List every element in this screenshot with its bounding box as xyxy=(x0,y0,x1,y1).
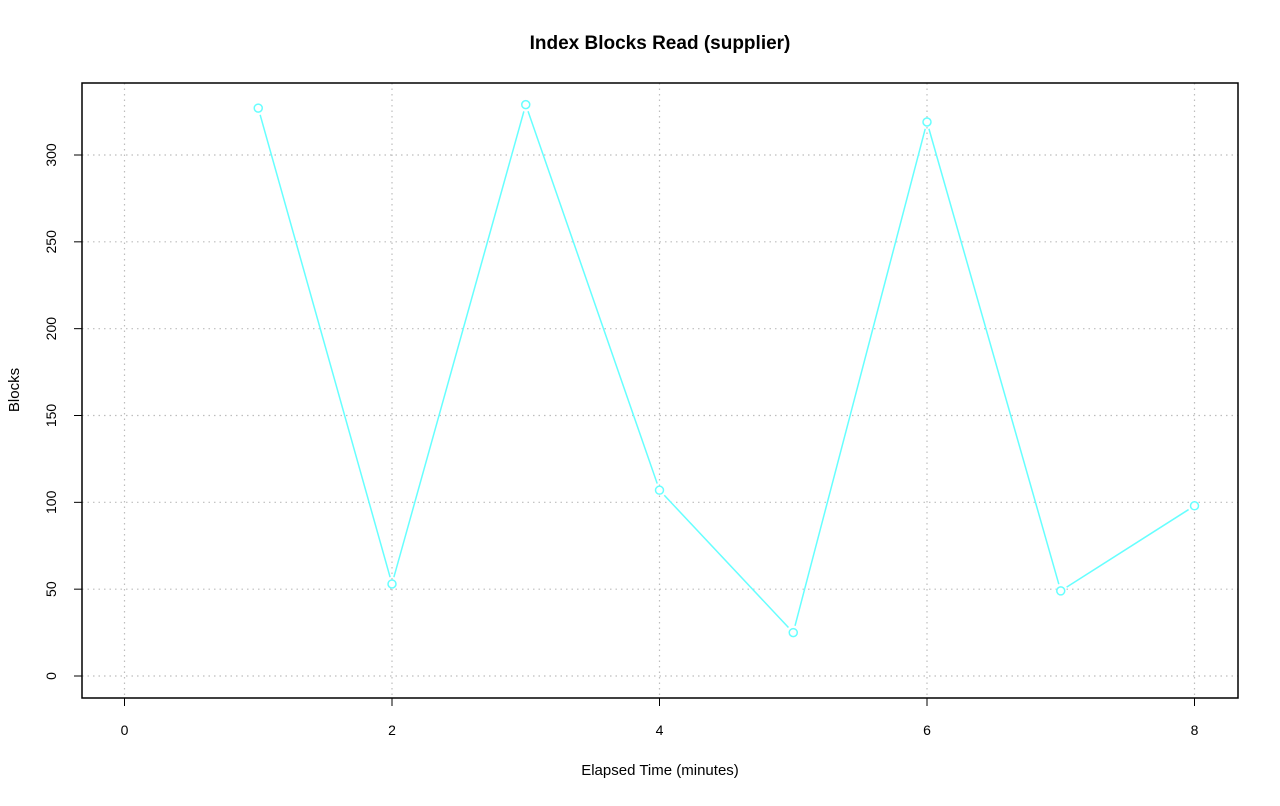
y-tick-label: 300 xyxy=(43,143,59,167)
x-tick-label: 0 xyxy=(121,722,129,738)
y-tick-label: 100 xyxy=(43,490,59,514)
series-segment xyxy=(663,494,790,628)
data-point xyxy=(922,117,932,127)
series-segment xyxy=(393,111,525,578)
series-segment xyxy=(1066,508,1189,588)
x-tick-label: 2 xyxy=(388,722,396,738)
data-point xyxy=(1189,501,1200,511)
data-point xyxy=(253,103,263,113)
data-point xyxy=(1056,586,1066,596)
x-tick-label: 4 xyxy=(656,722,664,738)
y-axis: 0 50 100 150 200 250 300 xyxy=(43,143,82,680)
x-tick-label: 6 xyxy=(923,722,931,738)
y-tick-label: 0 xyxy=(43,672,59,680)
x-axis: 0 2 4 6 8 xyxy=(121,698,1199,738)
data-point xyxy=(521,99,531,110)
x-axis-label: Elapsed Time (minutes) xyxy=(581,762,739,779)
y-tick-label: 250 xyxy=(43,230,59,254)
data-point xyxy=(654,485,665,495)
series-segment xyxy=(527,111,658,484)
y-tick-label: 200 xyxy=(43,317,59,341)
series-segment xyxy=(928,128,1060,585)
series-segment xyxy=(259,114,391,578)
y-tick-label: 50 xyxy=(43,581,59,597)
data-point xyxy=(788,627,798,638)
y-tick-label: 150 xyxy=(43,404,59,428)
series-layer xyxy=(253,99,1200,638)
grid xyxy=(82,83,1238,698)
y-axis-label: Blocks xyxy=(6,368,23,412)
x-tick-label: 8 xyxy=(1191,722,1199,738)
series-segment xyxy=(794,128,926,627)
data-point xyxy=(387,579,397,589)
chart-title: Index Blocks Read (supplier) xyxy=(530,33,791,54)
